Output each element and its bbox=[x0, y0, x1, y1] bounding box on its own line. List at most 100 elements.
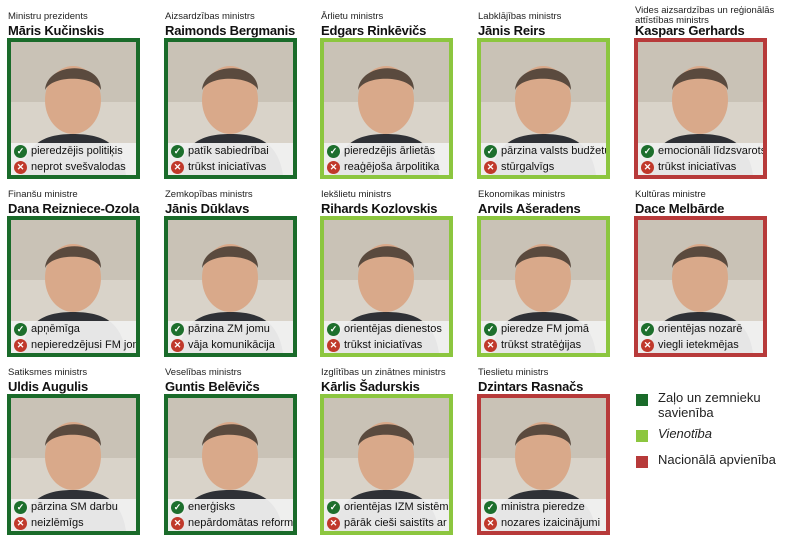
strength-text: patīk sabiedrībai bbox=[188, 145, 269, 157]
legend-item-vienotiba: Vienotība bbox=[636, 426, 786, 452]
cross-icon: ✕ bbox=[327, 160, 340, 174]
check-icon: ✓ bbox=[327, 500, 340, 514]
check-icon: ✓ bbox=[14, 322, 27, 336]
cross-icon: ✕ bbox=[14, 516, 27, 530]
strength-text: pieredze FM jomā bbox=[501, 323, 590, 335]
minister-name: Dana Reizniece-Ozola bbox=[8, 201, 140, 216]
weakness-note: ✕ nepieredzējusi FM jomā bbox=[11, 337, 136, 353]
minister-name: Jānis Reirs bbox=[478, 23, 546, 38]
minister-photo-frame: ✓ pārzina valsts budžetu ✕ stūrgalvīgs bbox=[477, 38, 610, 179]
strength-text: pārzina SM darbu bbox=[31, 501, 118, 513]
strength-note: ✓ apņēmīga bbox=[11, 321, 136, 337]
assessment-notes: ✓ pārzina SM darbu ✕ neizlēmīgs bbox=[11, 499, 136, 531]
weakness-note: ✕ nozares izaicinājumi bbox=[481, 515, 606, 531]
legend-swatch bbox=[636, 456, 648, 468]
minister-card: Finanšu ministre Dana Reizniece-Ozola ✓ … bbox=[0, 190, 150, 368]
minister-photo-frame: ✓ apņēmīga ✕ nepieredzējusi FM jomā bbox=[7, 216, 140, 357]
cross-icon: ✕ bbox=[641, 338, 654, 352]
minister-role: Labklājības ministrs bbox=[478, 11, 562, 22]
cross-icon: ✕ bbox=[171, 338, 184, 352]
minister-name: Uldis Augulis bbox=[8, 379, 88, 394]
minister-photo-frame: ✓ orientējas dienestos ✕ trūkst iniciatī… bbox=[320, 216, 453, 357]
minister-card: Tieslietu ministrs Dzintars Rasnačs ✓ mi… bbox=[470, 368, 620, 546]
minister-name: Jānis Dūklavs bbox=[165, 201, 250, 216]
minister-role: Finanšu ministre bbox=[8, 189, 78, 200]
minister-role: Aizsardzības ministrs bbox=[165, 11, 255, 22]
assessment-notes: ✓ pārzina ZM jomu ✕ vāja komunikācija bbox=[168, 321, 293, 353]
minister-card: Labklājības ministrs Jānis Reirs ✓ pārzi… bbox=[470, 12, 620, 190]
legend-item-na: Nacionālā apvienība bbox=[636, 452, 786, 478]
minister-role: Ārlietu ministrs bbox=[321, 11, 384, 22]
strength-note: ✓ emocionāli līdzsvarots bbox=[638, 143, 763, 159]
minister-role: Veselības ministrs bbox=[165, 367, 242, 378]
minister-role: Zemkopības ministrs bbox=[165, 189, 253, 200]
party-legend: Zaļo un zemnieku savienība Vienotība Nac… bbox=[636, 390, 786, 478]
weakness-note: ✕ nepārdomātas reformas bbox=[168, 515, 293, 531]
cross-icon: ✕ bbox=[484, 338, 497, 352]
strength-text: orientējas dienestos bbox=[344, 323, 442, 335]
assessment-notes: ✓ pieredzējis politiķis ✕ neprot svešval… bbox=[11, 143, 136, 175]
minister-name: Māris Kučinskis bbox=[8, 23, 104, 38]
cross-icon: ✕ bbox=[14, 338, 27, 352]
strength-text: emocionāli līdzsvarots bbox=[658, 145, 763, 157]
legend-label: Zaļo un zemnieku savienība bbox=[658, 390, 761, 420]
minister-role: Iekšlietu ministrs bbox=[321, 189, 392, 200]
weakness-text: nozares izaicinājumi bbox=[501, 517, 601, 529]
minister-card: Satiksmes ministrs Uldis Augulis ✓ pārzi… bbox=[0, 368, 150, 546]
minister-photo-frame: ✓ pārzina SM darbu ✕ neizlēmīgs bbox=[7, 394, 140, 535]
weakness-text: trūkst stratēģijas bbox=[501, 339, 582, 351]
weakness-note: ✕ neprot svešvalodas bbox=[11, 159, 136, 175]
strength-note: ✓ orientējas nozarē bbox=[638, 321, 763, 337]
minister-role: Satiksmes ministrs bbox=[8, 367, 88, 378]
strength-text: pārzina ZM jomu bbox=[188, 323, 270, 335]
minister-name: Arvils Ašeradens bbox=[478, 201, 581, 216]
weakness-note: ✕ trūkst iniciatīvas bbox=[638, 159, 763, 175]
cross-icon: ✕ bbox=[484, 516, 497, 530]
weakness-note: ✕ neizlēmīgs bbox=[11, 515, 136, 531]
strength-note: ✓ pieredzējis politiķis bbox=[11, 143, 136, 159]
check-icon: ✓ bbox=[484, 322, 497, 336]
check-icon: ✓ bbox=[171, 322, 184, 336]
minister-card: Kultūras ministre Dace Melbārde ✓ orient… bbox=[627, 190, 777, 368]
minister-card: Izglītības un zinātnes ministrs Kārlis Š… bbox=[313, 368, 463, 546]
check-icon: ✓ bbox=[327, 322, 340, 336]
minister-name: Kārlis Šadurskis bbox=[321, 379, 420, 394]
cross-icon: ✕ bbox=[14, 160, 27, 174]
check-icon: ✓ bbox=[641, 144, 654, 158]
strength-note: ✓ patīk sabiedrībai bbox=[168, 143, 293, 159]
weakness-text: neizlēmīgs bbox=[31, 517, 84, 529]
cross-icon: ✕ bbox=[641, 160, 654, 174]
minister-card: Iekšlietu ministrs Rihards Kozlovskis ✓ … bbox=[313, 190, 463, 368]
weakness-text: neprot svešvalodas bbox=[31, 161, 126, 173]
strength-text: pārzina valsts budžetu bbox=[501, 145, 606, 157]
minister-role: Ministru prezidents bbox=[8, 11, 88, 22]
minister-role: Izglītības un zinātnes ministrs bbox=[321, 367, 446, 378]
assessment-notes: ✓ pieredzējis ārlietās ✕ reaģējoša ārpol… bbox=[324, 143, 449, 175]
minister-role: Ekonomikas ministrs bbox=[478, 189, 566, 200]
minister-photo-frame: ✓ enerģisks ✕ nepārdomātas reformas bbox=[164, 394, 297, 535]
strength-note: ✓ enerģisks bbox=[168, 499, 293, 515]
assessment-notes: ✓ orientējas dienestos ✕ trūkst iniciatī… bbox=[324, 321, 449, 353]
minister-card: Ekonomikas ministrs Arvils Ašeradens ✓ p… bbox=[470, 190, 620, 368]
strength-note: ✓ orientējas dienestos bbox=[324, 321, 449, 337]
assessment-notes: ✓ orientējas nozarē ✕ viegli ietekmējas bbox=[638, 321, 763, 353]
assessment-notes: ✓ emocionāli līdzsvarots ✕ trūkst inicia… bbox=[638, 143, 763, 175]
weakness-text: trūkst iniciatīvas bbox=[658, 161, 737, 173]
check-icon: ✓ bbox=[14, 144, 27, 158]
minister-photo-frame: ✓ patīk sabiedrībai ✕ trūkst iniciatīvas bbox=[164, 38, 297, 179]
weakness-text: stūrgalvīgs bbox=[501, 161, 555, 173]
legend-label: Vienotība bbox=[658, 426, 712, 441]
assessment-notes: ✓ orientējas IZM sistēmā ✕ pārāk cieši s… bbox=[324, 499, 449, 531]
minister-card: Ministru prezidents Māris Kučinskis ✓ pi… bbox=[0, 12, 150, 190]
minister-name: Kaspars Gerhards bbox=[635, 23, 745, 38]
minister-photo-frame: ✓ orientējas nozarē ✕ viegli ietekmējas bbox=[634, 216, 767, 357]
minister-photo-frame: ✓ pieredzējis politiķis ✕ neprot svešval… bbox=[7, 38, 140, 179]
check-icon: ✓ bbox=[484, 144, 497, 158]
minister-photo-frame: ✓ pieredzējis ārlietās ✕ reaģējoša ārpol… bbox=[320, 38, 453, 179]
check-icon: ✓ bbox=[171, 500, 184, 514]
minister-name: Guntis Belēvičs bbox=[165, 379, 260, 394]
check-icon: ✓ bbox=[171, 144, 184, 158]
legend-swatch bbox=[636, 394, 648, 406]
legend-swatch bbox=[636, 430, 648, 442]
strength-note: ✓ pieredze FM jomā bbox=[481, 321, 606, 337]
